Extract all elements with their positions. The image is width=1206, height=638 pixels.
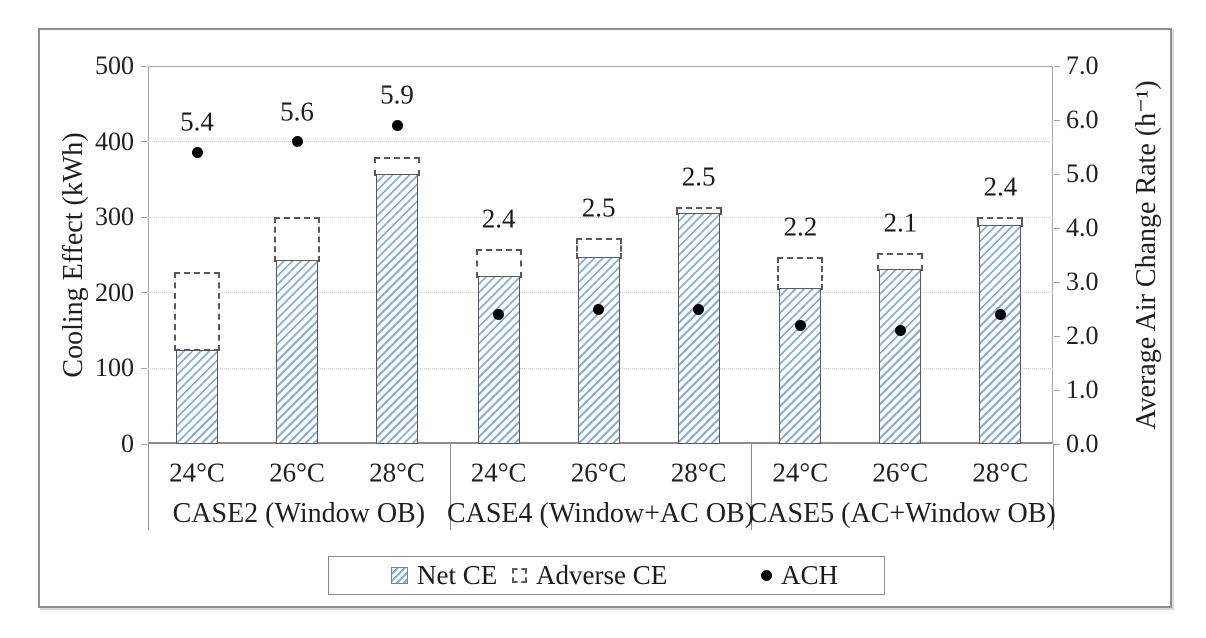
category-label: 24°C bbox=[169, 457, 225, 488]
left-axis-tickmark bbox=[141, 216, 147, 218]
category-group-separator bbox=[1053, 444, 1054, 530]
net-ce-bar bbox=[779, 288, 822, 444]
right-axis-tickmark bbox=[1054, 65, 1060, 67]
ach-data-label: 5.6 bbox=[280, 96, 314, 127]
left-axis-tickmark bbox=[141, 292, 147, 294]
legend-item-net-ce: Net CE bbox=[391, 557, 497, 593]
left-axis-tick-label: 100 bbox=[95, 353, 134, 383]
ach-data-label: 5.9 bbox=[380, 79, 414, 110]
left-axis-tickmark bbox=[141, 65, 147, 67]
category-group-separator bbox=[751, 444, 753, 530]
left-axis-tickmark bbox=[141, 443, 147, 445]
ach-data-label: 2.2 bbox=[783, 211, 818, 242]
legend-label-net-ce: Net CE bbox=[417, 559, 498, 590]
legend-label-adverse-ce: Adverse CE bbox=[536, 559, 668, 590]
ach-data-point bbox=[493, 308, 505, 320]
left-axis-tickmark bbox=[141, 141, 147, 143]
right-axis-tickmark bbox=[1054, 443, 1060, 445]
category-label: 24°C bbox=[470, 457, 527, 488]
net-ce-bar bbox=[376, 174, 418, 444]
right-axis-tickmark bbox=[1054, 173, 1060, 175]
ach-data-point bbox=[794, 319, 806, 331]
ach-data-point bbox=[391, 119, 403, 131]
group-label: CASE2 (Window OB) bbox=[172, 498, 426, 529]
ach-data-point bbox=[693, 303, 705, 315]
net-ce-bar bbox=[176, 349, 218, 444]
ach-data-point bbox=[191, 146, 203, 158]
right-axis-tickmark bbox=[1054, 281, 1060, 283]
net-ce-bar bbox=[276, 260, 318, 444]
left-axis-tick-label: 0 bbox=[121, 429, 134, 458]
category-label: 24°C bbox=[772, 457, 829, 488]
left-axis-tick-label: 400 bbox=[95, 126, 134, 156]
category-group-separator bbox=[449, 444, 451, 530]
dashed-box-swatch-icon bbox=[512, 567, 527, 583]
right-axis-tick-label: 0.0 bbox=[1066, 429, 1099, 458]
legend-label-ach: ACH bbox=[781, 559, 839, 590]
category-label: 26°C bbox=[570, 457, 627, 488]
hatched-bar-swatch-icon bbox=[391, 566, 408, 584]
right-axis-tick-label: 7.0 bbox=[1066, 51, 1099, 80]
left-axis-tick-label: 200 bbox=[95, 277, 134, 307]
legend-item-ach: ACH bbox=[761, 557, 838, 593]
right-axis-tick-label: 4.0 bbox=[1066, 213, 1099, 242]
right-axis-tick-label: 3.0 bbox=[1066, 267, 1099, 296]
left-axis-tick-label: 500 bbox=[95, 51, 134, 80]
net-ce-bar bbox=[879, 268, 922, 444]
left-axis-title: Cooling Effect (kWh) bbox=[58, 132, 89, 378]
ach-data-label: 5.4 bbox=[180, 106, 214, 137]
ach-data-point bbox=[994, 308, 1006, 320]
category-label: 28°C bbox=[972, 457, 1029, 488]
group-label: CASE5 (AC+Window OB) bbox=[748, 498, 1056, 529]
ach-data-label: 2.5 bbox=[681, 161, 716, 192]
ach-data-label: 2.4 bbox=[481, 203, 516, 234]
category-label: 28°C bbox=[670, 457, 727, 488]
net-ce-bar bbox=[477, 276, 520, 444]
adverse-ce-bar bbox=[274, 217, 320, 263]
right-axis-tick-label: 6.0 bbox=[1066, 105, 1099, 134]
group-label: CASE4 (Window+AC OB) bbox=[446, 498, 755, 529]
ach-data-label: 2.1 bbox=[883, 207, 918, 238]
right-axis-tick-label: 1.0 bbox=[1066, 375, 1099, 404]
legend: Net CE Adverse CE ACH bbox=[328, 556, 885, 595]
net-ce-bar bbox=[677, 213, 720, 444]
right-axis-tickmark bbox=[1054, 119, 1060, 121]
left-axis-tick-label: 300 bbox=[95, 202, 134, 232]
net-ce-bar bbox=[577, 256, 620, 444]
ach-data-label: 2.4 bbox=[983, 171, 1018, 202]
ach-data-label: 2.5 bbox=[581, 192, 616, 223]
category-label: 26°C bbox=[872, 457, 929, 488]
adverse-ce-bar bbox=[174, 271, 220, 352]
right-axis-tickmark bbox=[1054, 389, 1060, 391]
right-axis-tick-label: 5.0 bbox=[1066, 159, 1099, 188]
right-axis-tickmark bbox=[1054, 335, 1060, 337]
y-gridline bbox=[148, 141, 1053, 143]
category-label: 26°C bbox=[269, 457, 325, 488]
adverse-ce-bar bbox=[777, 257, 824, 291]
right-axis-tick-label: 2.0 bbox=[1066, 321, 1099, 350]
ach-data-point bbox=[291, 136, 303, 148]
ach-data-point bbox=[894, 325, 906, 337]
category-axis-boundary bbox=[148, 444, 149, 530]
legend-item-adverse-ce: Adverse CE bbox=[512, 557, 667, 593]
y-gridline bbox=[148, 216, 1053, 218]
right-axis-tickmark bbox=[1054, 227, 1060, 229]
adverse-ce-bar bbox=[575, 238, 622, 259]
black-dot-swatch-icon bbox=[761, 569, 772, 581]
adverse-ce-bar bbox=[475, 248, 522, 279]
ach-data-point bbox=[593, 303, 605, 315]
net-ce-bar bbox=[979, 224, 1022, 444]
left-axis-tickmark bbox=[141, 367, 147, 369]
category-label: 28°C bbox=[369, 457, 425, 488]
